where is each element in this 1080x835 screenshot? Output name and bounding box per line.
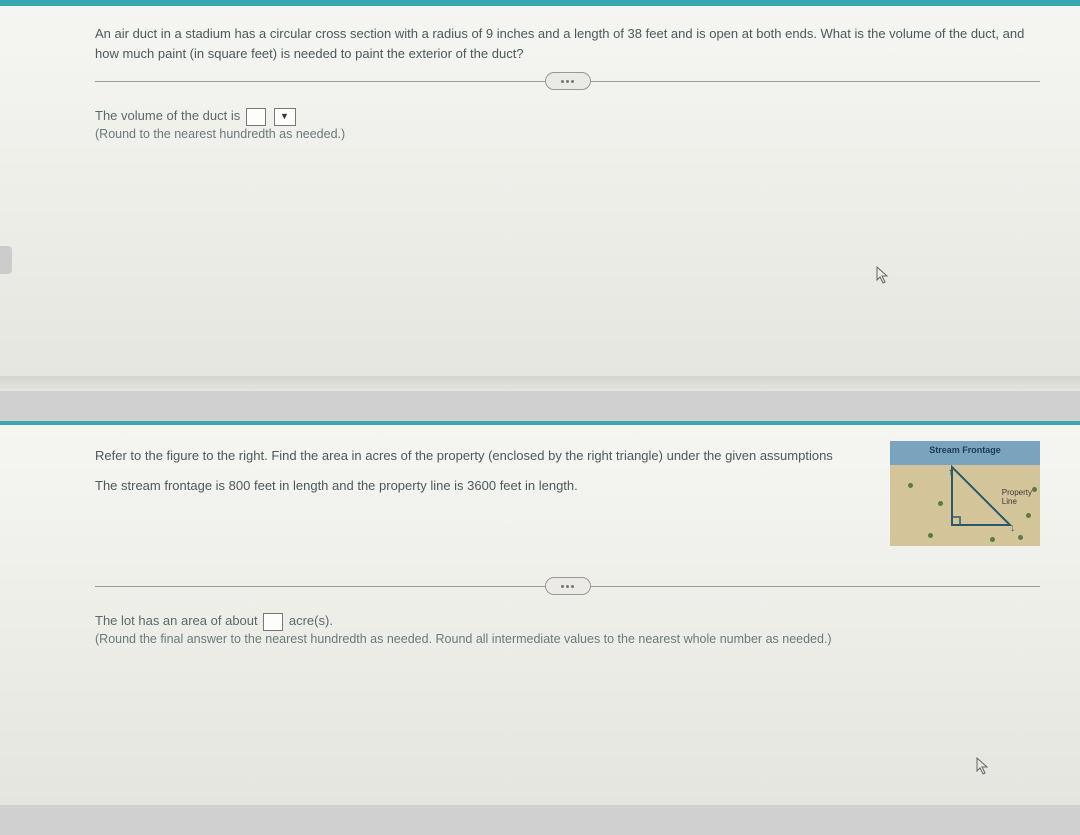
expand-pill-2[interactable]: [545, 577, 591, 595]
tree-spot: [908, 483, 913, 488]
tree-spot: [990, 537, 995, 542]
answer-2-suffix: acre(s).: [289, 613, 333, 628]
cursor-icon: [876, 266, 890, 284]
property-line-label: Property Line: [1002, 489, 1032, 507]
question-1-prompt: An air duct in a stadium has a circular …: [95, 24, 1040, 63]
left-expand-tab[interactable]: [0, 246, 12, 274]
stream-frontage-label: Stream Frontage: [890, 445, 1040, 455]
expand-pill-1[interactable]: [545, 72, 591, 90]
tree-spot: [938, 501, 943, 506]
answer-line-1: The volume of the duct is ▼: [95, 104, 1040, 127]
question-content-2: Refer to the figure to the right. Find t…: [0, 425, 1080, 805]
answer-1-prefix: The volume of the duct is: [95, 108, 240, 123]
question-2-line1: Refer to the figure to the right. Find t…: [95, 445, 870, 467]
round-note-1: (Round to the nearest hundredth as neede…: [95, 127, 1040, 141]
question-panel-1: An air duct in a stadium has a circular …: [0, 0, 1080, 391]
divider-1: [95, 81, 1040, 82]
answer-2-prefix: The lot has an area of about: [95, 613, 258, 628]
cursor-icon: [976, 757, 990, 775]
divider-2: [95, 586, 1040, 587]
arrow-up-icon: ↑: [948, 467, 953, 478]
arrow-right-icon: ↓: [1010, 523, 1015, 534]
unit-select[interactable]: ▼: [274, 108, 296, 126]
volume-input[interactable]: [246, 108, 266, 126]
property-figure: Stream Frontage Property Line ↑ ↓: [890, 441, 1040, 546]
tree-spot: [1018, 535, 1023, 540]
tree-spot: [928, 533, 933, 538]
question-panel-2: Refer to the figure to the right. Find t…: [0, 421, 1080, 805]
answer-line-2: The lot has an area of about acre(s).: [95, 609, 1040, 632]
question-2-body: Refer to the figure to the right. Find t…: [95, 445, 1040, 546]
tree-spot: [1032, 487, 1037, 492]
question-2-line2: The stream frontage is 800 feet in lengt…: [95, 475, 870, 497]
area-input[interactable]: [263, 613, 283, 631]
question-content-1: An air duct in a stadium has a circular …: [0, 6, 1080, 376]
tree-spot: [1026, 513, 1031, 518]
round-note-2: (Round the final answer to the nearest h…: [95, 632, 1040, 646]
